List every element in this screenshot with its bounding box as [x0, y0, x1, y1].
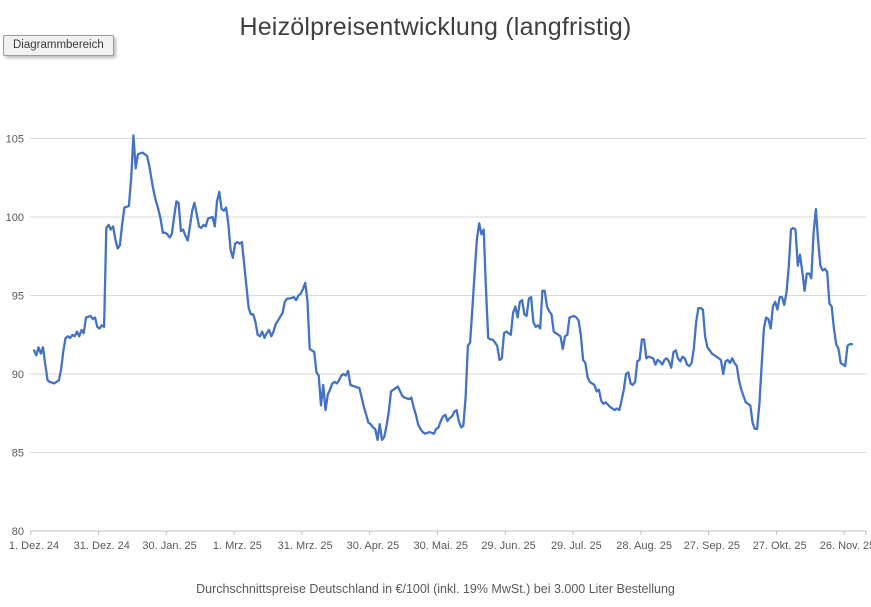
x-axis-tick-label: 26. Nov. 25 — [820, 540, 871, 552]
chart-title: Heizölpreisentwicklung (langfristig) — [239, 13, 632, 41]
chart-area-tooltip: Diagrammbereich — [3, 35, 114, 56]
price-line-series[interactable] — [32, 134, 854, 442]
x-axis-tick-label: 29. Jun. 25 — [481, 540, 535, 552]
y-axis-tick-label: 100 — [6, 212, 24, 224]
y-axis-tick-label: 85 — [12, 448, 24, 460]
x-axis-tick-label: 30. Apr. 25 — [347, 540, 400, 552]
y-axis-tick-label: 80 — [12, 526, 24, 538]
x-axis-tick-label: 27. Sep. 25 — [684, 540, 740, 552]
x-axis-tick-label: 27. Okt. 25 — [753, 540, 807, 552]
x-axis-tick-label: 28. Aug. 25 — [616, 540, 672, 552]
y-axis-tick-label: 105 — [6, 134, 24, 146]
x-axis-tick-label: 31. Dez. 24 — [74, 540, 130, 552]
x-axis-tick-label: 30. Mai. 25 — [414, 540, 468, 552]
y-axis-tick-label: 95 — [12, 291, 24, 303]
x-axis-tick-label: 1. Mrz. 25 — [213, 540, 262, 552]
chart-footnote: Durchschnittspreise Deutschland in €/100… — [196, 582, 675, 596]
x-axis-tick-label: 1. Dez. 24 — [9, 540, 59, 552]
x-axis-tick-label: 31. Mrz. 25 — [278, 540, 333, 552]
x-axis-tick-label: 30. Jan. 25 — [142, 540, 196, 552]
y-axis-tick-label: 90 — [12, 369, 24, 381]
x-axis-tick-label: 29. Jul. 25 — [551, 540, 602, 552]
